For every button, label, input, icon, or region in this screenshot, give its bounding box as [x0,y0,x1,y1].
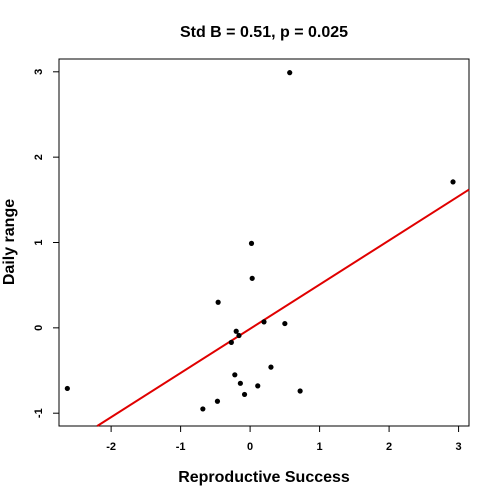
x-tick-label: 1 [317,441,323,453]
data-point [200,406,206,412]
y-axis-label: Daily range [1,199,18,285]
x-tick-label: 3 [456,441,462,453]
data-point [282,320,288,327]
y-tick-label: -1 [33,408,45,418]
chart-title: Std B = 0.51, p = 0.025 [180,24,348,41]
x-tick-label: 2 [386,441,392,453]
data-points [64,70,456,412]
data-point [236,332,242,339]
data-point [228,339,234,345]
x-axis: -2 -1 0 1 2 3 [106,426,462,453]
data-point [237,380,243,386]
data-point [450,179,456,185]
data-point [241,391,248,398]
y-axis: -1 0 1 2 3 [33,69,59,418]
plot-frame [58,58,470,427]
y-tick-label: 2 [33,154,45,160]
data-point [287,70,293,76]
data-point [297,388,303,394]
y-tick-label: 3 [33,69,45,75]
data-point [233,328,239,334]
data-point [215,299,221,305]
y-tick-label: 0 [33,325,45,331]
data-point [232,372,238,378]
x-tick-label: 0 [247,441,253,453]
x-axis-label: Reproductive Success [178,469,350,486]
data-point [268,364,274,370]
x-tick-label: -2 [106,441,116,453]
plot-area-border [58,58,470,427]
data-point [248,240,255,246]
data-point [261,319,267,325]
regression-line [96,188,470,427]
data-point [214,398,221,404]
data-point [249,275,255,281]
x-tick-label: -1 [176,441,186,453]
data-point [255,383,261,389]
y-tick-label: 1 [33,239,45,245]
data-point [64,385,70,392]
